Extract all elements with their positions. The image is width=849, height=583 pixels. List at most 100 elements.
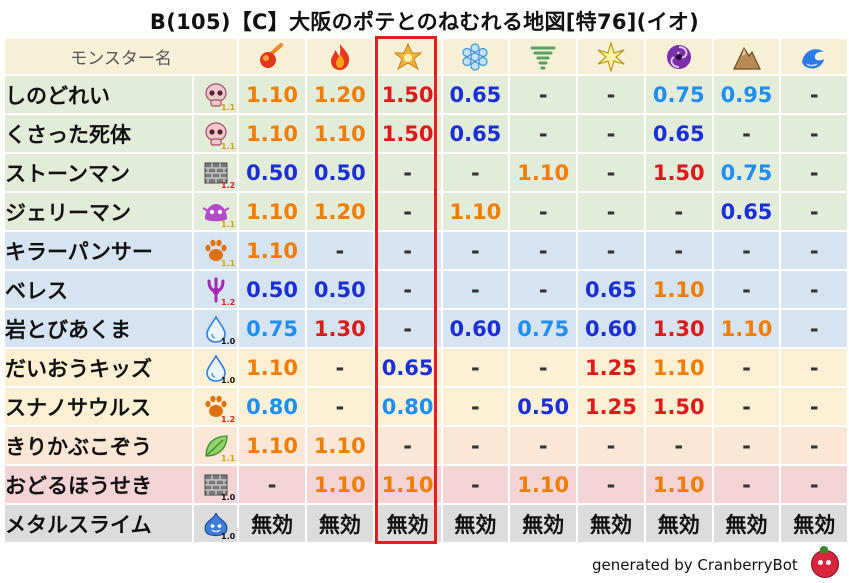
column-header-rock-mountain-icon <box>713 39 780 74</box>
resistance-value: 1.10 <box>306 466 373 503</box>
cranberry-bot-icon <box>811 546 839 578</box>
monster-name: きりかぶこぞう <box>5 427 193 464</box>
resistance-value: - <box>578 466 644 503</box>
resistance-value: 1.30 <box>306 310 373 347</box>
column-header-meteor-fire-icon <box>239 39 305 74</box>
resistance-value: 1.10 <box>239 76 305 113</box>
column-header-lightning-star-icon <box>578 39 644 74</box>
type-multiplier: 1.1 <box>221 142 236 151</box>
resistance-value: - <box>442 466 509 503</box>
resistance-value: - <box>578 232 644 269</box>
monster-name: しのどれい <box>5 76 193 113</box>
resistance-value: - <box>781 349 847 386</box>
resistance-value: - <box>781 310 847 347</box>
resistance-value: 1.50 <box>374 76 441 113</box>
resistance-value: 0.65 <box>578 271 644 308</box>
resistance-value: 無効 <box>781 505 847 542</box>
resistance-value: - <box>713 388 780 425</box>
resistance-value: - <box>578 193 644 230</box>
resistance-table: モンスター名 しのどれい 1.1 1.10 1.20 1.50 0.65- -0.75 0.95… <box>3 37 849 544</box>
type-multiplier: 1.2 <box>221 298 236 307</box>
resistance-value: - <box>442 154 509 191</box>
resistance-value: 無効 <box>239 505 305 542</box>
monster-type-cell: 1.2 <box>194 388 238 425</box>
resistance-value: 1.10 <box>239 193 305 230</box>
resistance-value: 0.65 <box>374 349 441 386</box>
explosion-icon <box>375 42 441 72</box>
resistance-value: - <box>510 271 577 308</box>
resistance-value: - <box>374 271 441 308</box>
resistance-value: 0.50 <box>239 271 305 308</box>
table-row: きりかぶこぞう 1.1 1.10 1.10- - - - - - - <box>5 427 847 464</box>
type-multiplier: 1.0 <box>221 376 236 385</box>
monster-type-cell: 1.0 <box>194 505 238 542</box>
monster-type-cell: 1.2 <box>194 271 238 308</box>
resistance-value: - <box>442 271 509 308</box>
monster-type-cell: 1.2 <box>194 154 238 191</box>
resistance-value: 1.10 <box>442 193 509 230</box>
paw-icon <box>194 238 237 264</box>
column-header-tornado-icon <box>510 39 577 74</box>
resistance-value: 無効 <box>442 505 509 542</box>
table-row: ベレス 1.2 0.50 0.50- - -0.65 1.10- - <box>5 271 847 308</box>
type-multiplier: 1.2 <box>221 181 236 190</box>
monster-name: ベレス <box>5 271 193 308</box>
leaf-icon <box>194 433 237 459</box>
resistance-value: 0.80 <box>239 388 305 425</box>
resistance-value: - <box>645 232 712 269</box>
resistance-value: - <box>578 115 644 152</box>
resistance-value: 0.75 <box>713 154 780 191</box>
column-header-dark-swirl-icon <box>645 39 712 74</box>
resistance-value: 0.65 <box>442 115 509 152</box>
resistance-value: - <box>578 154 644 191</box>
resistance-value: - <box>781 427 847 464</box>
table-row: ストーンマン 1.2 0.50 0.50- -1.10-1.50 0.75- <box>5 154 847 191</box>
resistance-value: 0.95 <box>713 76 780 113</box>
column-header-monster-name: モンスター名 <box>5 39 238 74</box>
resistance-value: 1.10 <box>645 466 712 503</box>
resistance-value: 1.50 <box>645 154 712 191</box>
resistance-value: - <box>781 232 847 269</box>
resistance-value: - <box>781 154 847 191</box>
column-header-ice-crystal-icon <box>442 39 509 74</box>
resistance-value: - <box>306 388 373 425</box>
resistance-value: 0.65 <box>442 76 509 113</box>
resistance-value: - <box>713 349 780 386</box>
resistance-value: - <box>442 349 509 386</box>
table-row: おどるほうせき 1.0-1.10 1.10-1.10-1.10- - <box>5 466 847 503</box>
resistance-value: - <box>510 349 577 386</box>
resistance-value: - <box>781 388 847 425</box>
resistance-value: - <box>578 76 644 113</box>
resistance-value: 0.50 <box>239 154 305 191</box>
resistance-value: 1.10 <box>645 271 712 308</box>
monster-name: ジェリーマン <box>5 193 193 230</box>
resistance-value: 0.75 <box>645 76 712 113</box>
skull-icon <box>194 82 237 108</box>
ice-crystal-icon <box>443 42 509 72</box>
resistance-value: 0.60 <box>578 310 644 347</box>
skull-icon <box>194 121 237 147</box>
resistance-value: - <box>645 193 712 230</box>
resistance-value: 無効 <box>510 505 577 542</box>
resistance-value: - <box>442 427 509 464</box>
resistance-value: - <box>713 232 780 269</box>
resistance-value: 0.75 <box>510 310 577 347</box>
resistance-value: - <box>442 388 509 425</box>
footer-credit: generated by CranberryBot <box>592 556 798 574</box>
resistance-value: - <box>306 349 373 386</box>
monster-name: おどるほうせき <box>5 466 193 503</box>
paw-icon <box>194 394 237 420</box>
metal-slime-icon <box>194 511 237 537</box>
resistance-value: 1.25 <box>578 349 644 386</box>
slime-creature-icon <box>194 199 237 225</box>
resistance-value: 1.10 <box>239 232 305 269</box>
monster-name: メタルスライム <box>5 505 193 542</box>
monster-name: キラーパンサー <box>5 232 193 269</box>
table-row: メタルスライム 1.0 無効 無効 無効 無効 無効 無効 無効 無効 無効 <box>5 505 847 542</box>
column-header-explosion-icon <box>374 39 441 74</box>
resistance-value: 無効 <box>306 505 373 542</box>
resistance-value: - <box>713 427 780 464</box>
flame-icon <box>307 42 373 72</box>
resistance-value: 0.75 <box>239 310 305 347</box>
monster-type-cell: 1.1 <box>194 115 238 152</box>
